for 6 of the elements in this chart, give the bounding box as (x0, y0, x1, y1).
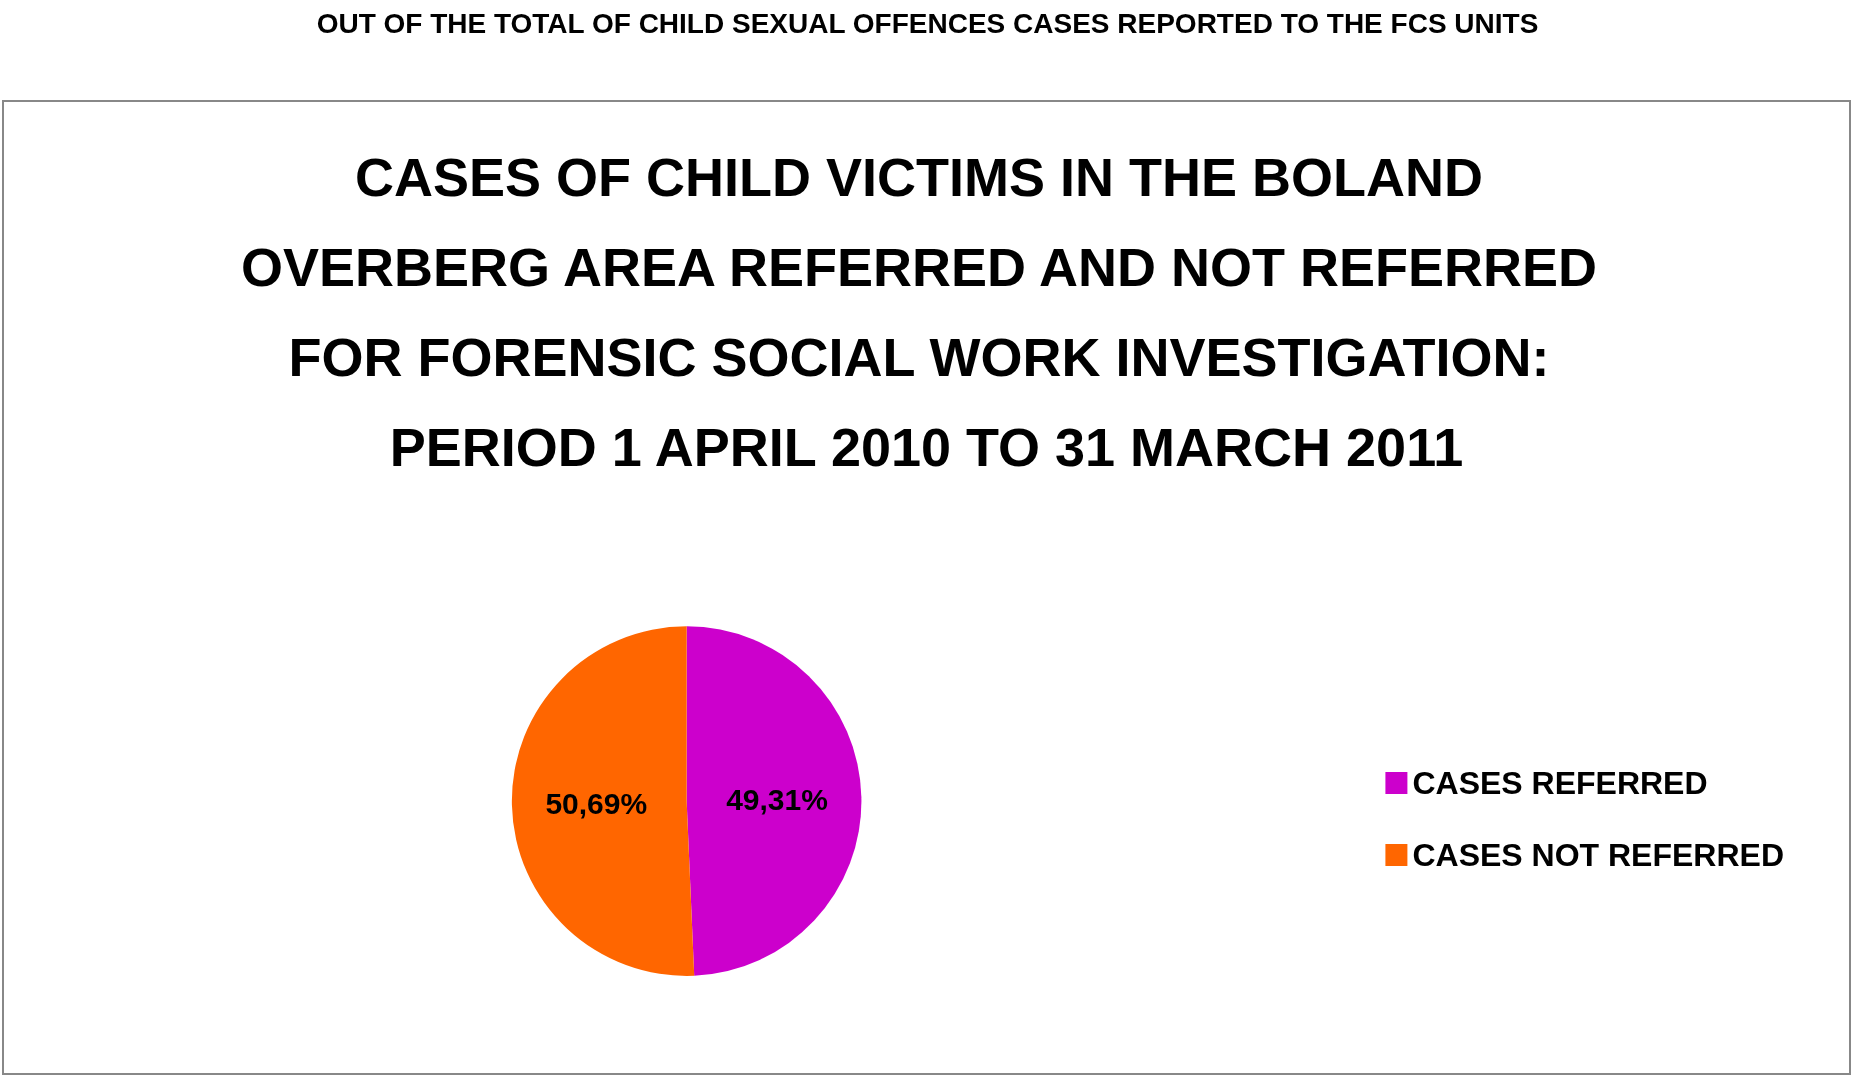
text: OUT OF THE TOTAL OF CHILD SEXUAL OFFENCES CASES REPORTED TO THE FCS UNITS (315, 8, 1540, 40)
legend-label: CASES REFERRED (1412, 765, 1708, 801)
data-label: 49,31% (726, 782, 828, 816)
data-label: 50,69% (545, 786, 648, 820)
chart-title: CASES OF CHILD VICTIMS IN THE BOLAND OVERBERG AREA REFERRED AND NOT REFERRED FOR FORENSIC SOCIAL WORK INVESTIGATION: PERIOD 1 APRIL 2010 TO 31 MARCH 2011 (240, 147, 1613, 477)
legend-label: CASES NOT REFERRED (1412, 837, 1784, 873)
